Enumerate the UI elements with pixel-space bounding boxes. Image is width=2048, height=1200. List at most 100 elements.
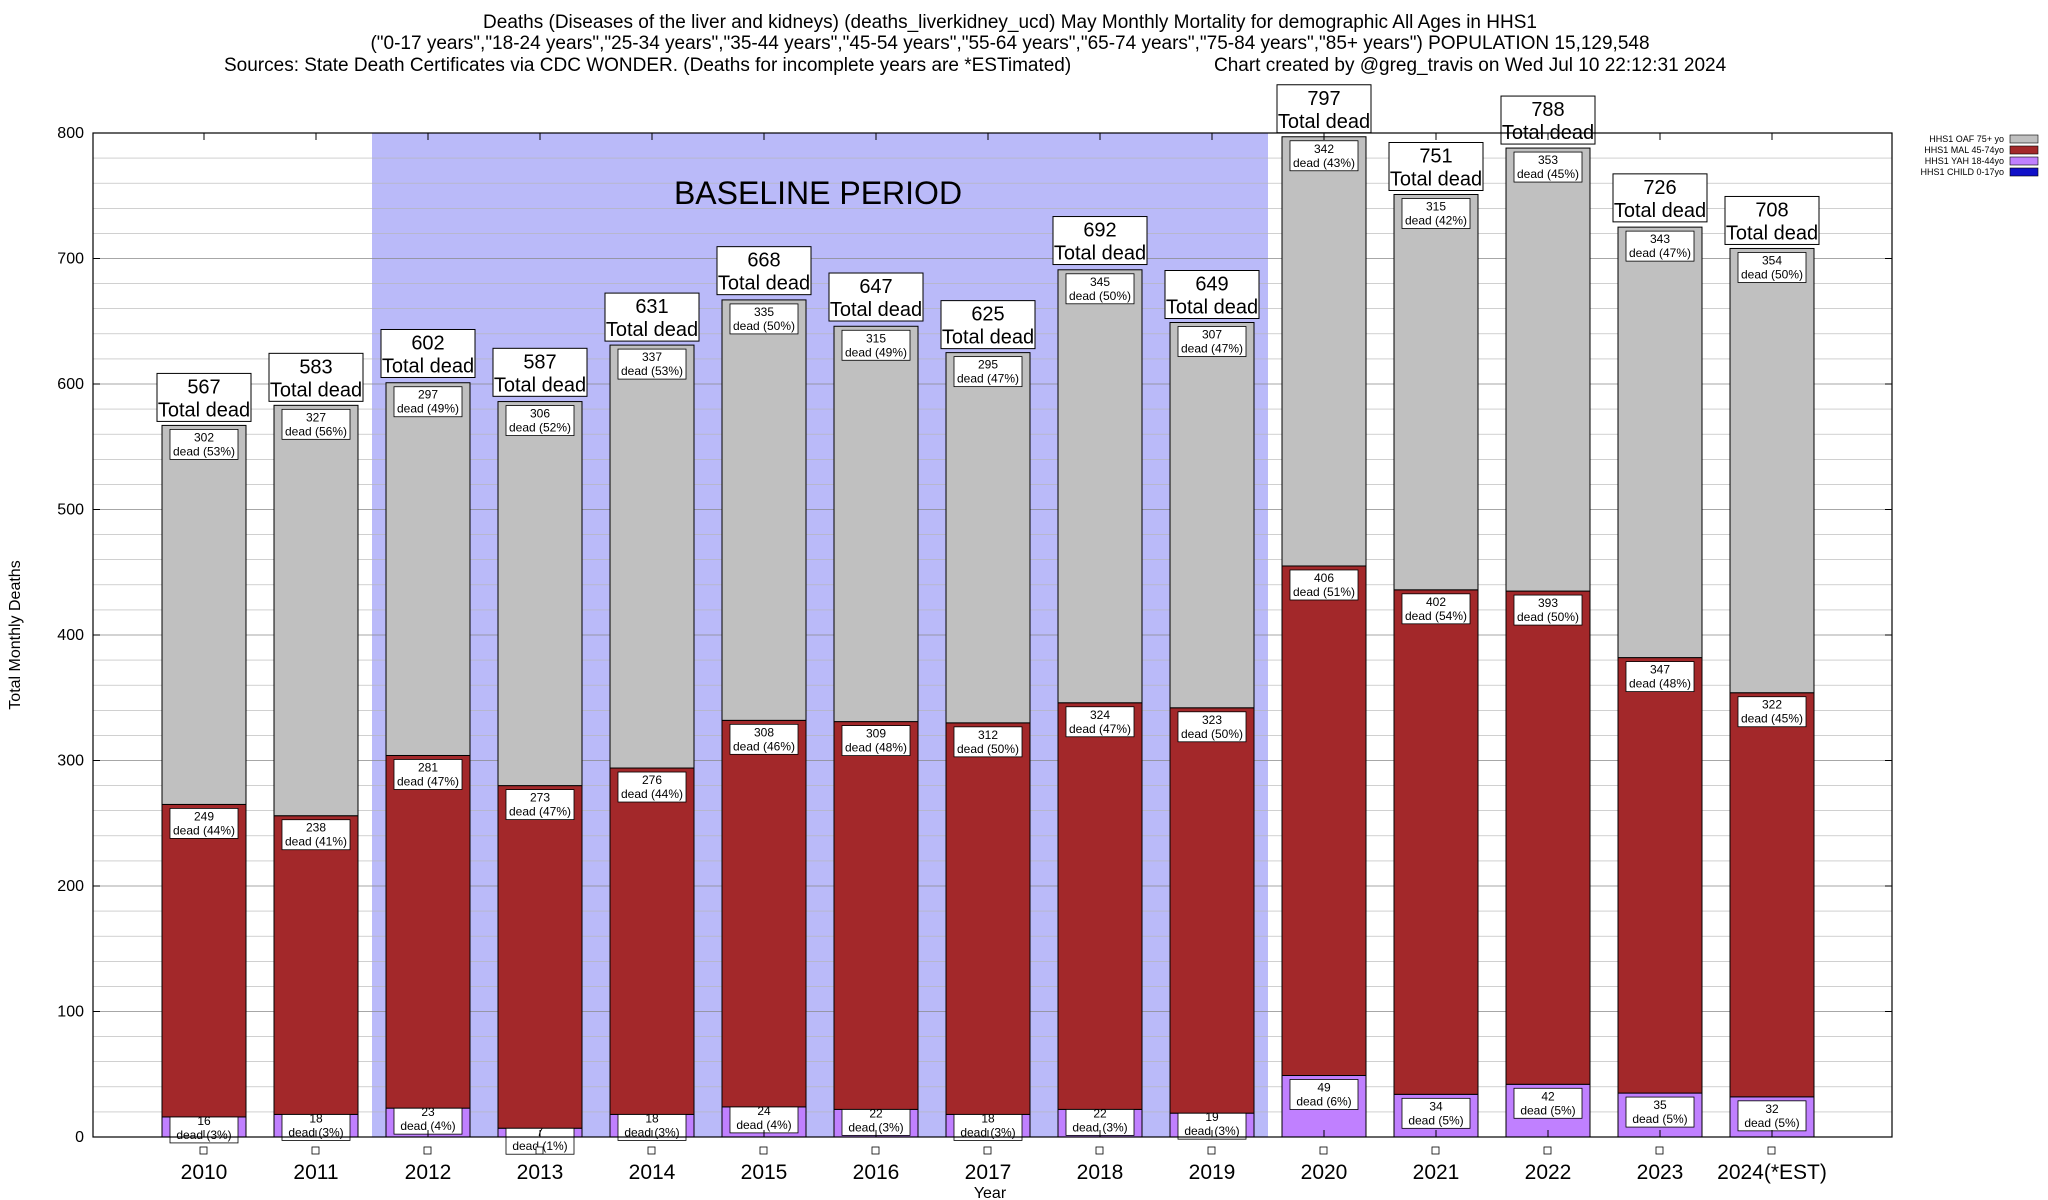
total-word-label: Total dead <box>1278 111 1370 133</box>
bar-segment <box>1057 702 1143 1110</box>
y-tick-label: 400 <box>57 627 84 644</box>
segment-pct-label: dead (44%) <box>621 787 683 801</box>
bar-segment <box>945 352 1031 724</box>
segment-label-box <box>617 771 687 803</box>
legend-swatch <box>2009 156 2039 166</box>
total-value-label: 587 <box>523 351 556 373</box>
segment-pct-label: dead (49%) <box>845 345 907 359</box>
y-tick-label: 300 <box>57 753 84 770</box>
segment-pct-label: dead (6%) <box>1296 1095 1351 1109</box>
chart-title-line-2: ("0-17 years","18-24 years","25-34 years… <box>370 33 1649 54</box>
segment-value-label: 18 <box>309 1111 323 1125</box>
segment-label-box <box>841 725 911 756</box>
segment-label-box <box>1513 594 1583 626</box>
segment-label-box <box>1177 326 1247 357</box>
bar-segment <box>1505 147 1591 592</box>
segment-value-label: 324 <box>1090 708 1110 722</box>
bar-segment <box>385 382 471 756</box>
total-value-label: 708 <box>1755 199 1788 221</box>
segment-pct-label: dead (52%) <box>509 421 571 435</box>
segment-pct-label: dead (41%) <box>285 835 347 849</box>
segment-value-label: 32 <box>1765 1102 1779 1116</box>
segment-label-box <box>1065 273 1135 305</box>
legend-swatch <box>2009 145 2039 155</box>
child-series-marker <box>1655 1146 1664 1155</box>
segment-value-label: 249 <box>194 809 214 823</box>
segment-label-box <box>281 819 351 851</box>
segment-label-box <box>1065 706 1135 738</box>
x-tick-label: 2011 <box>293 1161 338 1184</box>
bar-segment <box>1281 565 1367 1077</box>
segment-value-label: 302 <box>194 430 214 444</box>
segment-value-label: 315 <box>1426 199 1446 213</box>
segment-value-label: 273 <box>530 791 550 805</box>
segment-pct-label: dead (47%) <box>397 774 459 788</box>
segment-value-label: 406 <box>1314 571 1334 585</box>
total-value-label: 631 <box>635 296 668 318</box>
total-value-label: 602 <box>411 332 444 354</box>
segment-pct-label: dead (4%) <box>400 1119 455 1133</box>
segment-pct-label: dead (44%) <box>173 823 235 837</box>
x-tick-label: 2020 <box>1301 1161 1348 1184</box>
bar-segment <box>1393 193 1479 591</box>
segment-pct-label: dead (5%) <box>1520 1103 1575 1117</box>
segment-pct-label: dead (42%) <box>1405 213 1467 227</box>
segment-value-label: 281 <box>418 760 438 774</box>
child-series-marker <box>1543 1146 1552 1155</box>
y-tick-label: 600 <box>57 376 84 393</box>
x-tick-label: 2018 <box>1077 1161 1124 1184</box>
segment-pct-label: dead (51%) <box>1293 585 1355 599</box>
x-tick-label: 2015 <box>741 1161 788 1184</box>
segment-pct-label: dead (50%) <box>1741 267 1803 281</box>
x-tick-label: 2024(*EST) <box>1717 1161 1827 1184</box>
total-value-label: 692 <box>1083 220 1116 242</box>
segment-value-label: 402 <box>1426 595 1446 609</box>
y-tick-label: 500 <box>57 502 84 519</box>
child-series-marker <box>871 1146 880 1155</box>
x-tick-label: 2017 <box>965 1161 1012 1184</box>
segment-value-label: 335 <box>754 305 774 319</box>
total-word-label: Total dead <box>718 273 810 295</box>
total-word-label: Total dead <box>1166 297 1258 319</box>
bar-segment <box>1057 269 1143 704</box>
bar-segment <box>1393 589 1479 1095</box>
child-series-marker <box>199 1146 208 1155</box>
total-label-box <box>1724 195 1820 245</box>
segment-pct-label: dead (50%) <box>733 319 795 333</box>
y-tick-label: 0 <box>75 1129 84 1146</box>
y-axis: 0 100 200 300 400 500 600 700 800 <box>57 125 1892 1146</box>
x-tick-label: 2022 <box>1525 1161 1572 1184</box>
total-label-box <box>604 292 700 342</box>
segment-value-label: 276 <box>642 773 662 787</box>
segment-value-label: 49 <box>1317 1081 1331 1095</box>
segment-value-label: 327 <box>306 410 326 424</box>
segment-label-box <box>1513 1087 1583 1119</box>
segment-pct-label: dead (49%) <box>397 402 459 416</box>
segment-value-label: 337 <box>642 350 662 364</box>
segment-label-box <box>505 789 575 820</box>
segment-value-label: 42 <box>1541 1089 1555 1103</box>
bar-segment <box>1169 707 1255 1114</box>
legend-label: HHS1 CHILD 0-17yo <box>1920 167 2004 177</box>
total-word-label: Total dead <box>494 374 586 396</box>
legend-swatch <box>2009 134 2039 144</box>
total-label-box <box>940 300 1036 350</box>
total-word-label: Total dead <box>606 319 698 341</box>
segment-label-box <box>1177 711 1247 743</box>
segment-value-label: 322 <box>1762 698 1782 712</box>
x-axis: 2010 2011 2012 2013 2014 2015 2016 2017 2018 2019… <box>181 133 1827 1184</box>
segment-value-label: 22 <box>869 1106 883 1120</box>
segment-pct-label: dead (4%) <box>736 1118 791 1132</box>
bar-segment <box>385 754 471 1109</box>
child-series-marker <box>647 1146 656 1155</box>
